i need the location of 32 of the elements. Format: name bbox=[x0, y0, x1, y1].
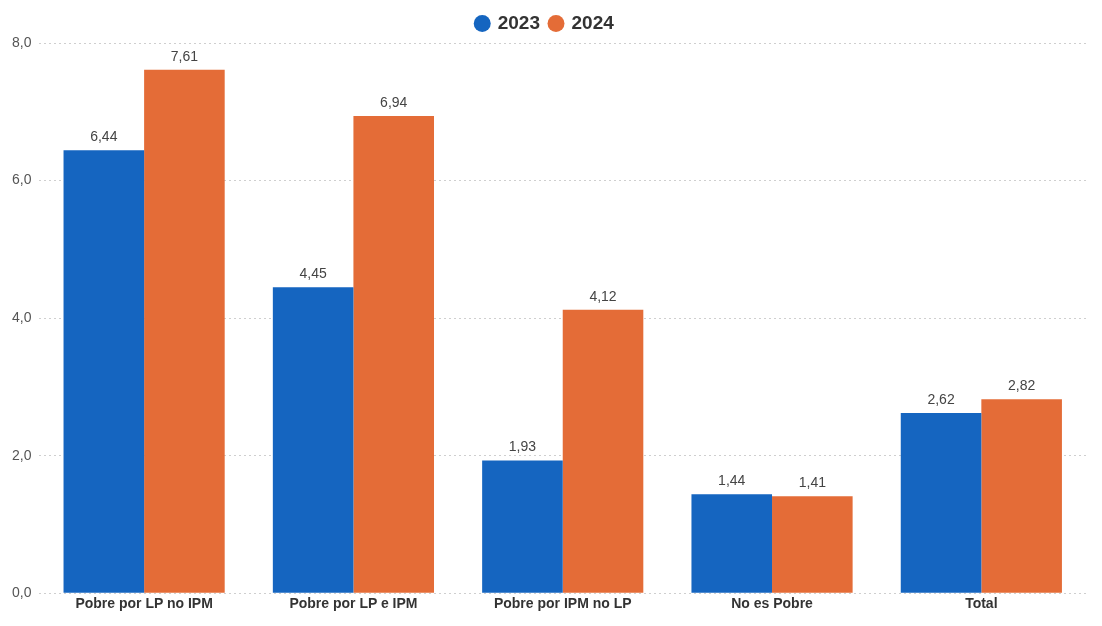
bar bbox=[981, 399, 1062, 593]
y-tick-label: 0,0 bbox=[11, 584, 32, 601]
bar bbox=[353, 115, 435, 593]
bar bbox=[272, 287, 354, 593]
x-tick-label: No es Pobre bbox=[731, 595, 814, 612]
bar bbox=[562, 309, 644, 593]
x-tick-label: Total bbox=[965, 595, 998, 612]
bar bbox=[482, 460, 563, 593]
bar bbox=[144, 69, 225, 593]
data-label: 2,62 bbox=[927, 390, 955, 407]
data-label: 6,94 bbox=[380, 93, 408, 110]
bar bbox=[63, 150, 145, 593]
legend-label: 2023 bbox=[497, 11, 541, 33]
x-tick-label: Pobre por LP no IPM bbox=[75, 595, 213, 612]
y-tick-label: 4,0 bbox=[11, 308, 32, 325]
bar bbox=[900, 413, 982, 593]
data-label: 4,12 bbox=[589, 287, 617, 304]
data-label: 4,45 bbox=[299, 265, 327, 282]
data-label: 2,82 bbox=[1008, 377, 1036, 394]
data-label: 1,93 bbox=[508, 438, 537, 455]
y-tick-label: 6,0 bbox=[11, 171, 32, 188]
y-tick-label: 2,0 bbox=[11, 446, 32, 463]
x-tick-label: Pobre por IPM no LP bbox=[493, 595, 632, 612]
bar bbox=[772, 496, 853, 593]
data-label: 7,61 bbox=[170, 47, 199, 64]
bar bbox=[691, 494, 773, 593]
legend-label: 2024 bbox=[571, 11, 615, 33]
data-label: 1,44 bbox=[718, 472, 746, 489]
y-tick-label: 8,0 bbox=[11, 33, 32, 50]
data-label: 6,44 bbox=[90, 128, 118, 145]
x-tick-label: Pobre por LP e IPM bbox=[289, 595, 418, 612]
data-label: 1,41 bbox=[798, 474, 827, 491]
